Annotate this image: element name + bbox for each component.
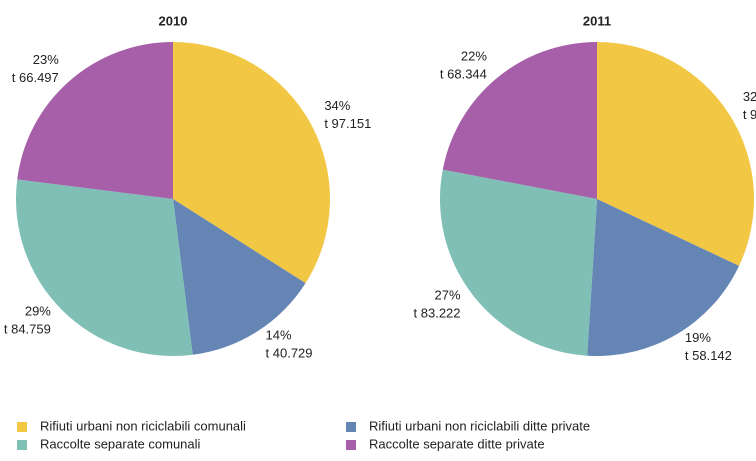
slice-percent-label: 27% <box>435 287 461 302</box>
slice-percent-label: 34% <box>324 98 350 113</box>
slice-percent-label: 14% <box>266 327 292 342</box>
slice-tonnage-label: t 97.151 <box>324 116 371 131</box>
slice-tonnage-label: t 97.102 <box>743 107 756 122</box>
pie-slice <box>173 199 306 355</box>
pie-slice <box>442 42 597 199</box>
pie-slice <box>597 42 754 266</box>
pie-slice <box>587 199 740 356</box>
slice-percent-label: 19% <box>685 330 711 345</box>
chart-title: 2010 <box>159 13 188 28</box>
slice-percent-label: 22% <box>461 48 487 63</box>
pie-slice <box>439 169 597 356</box>
slice-percent-label: 23% <box>33 52 59 67</box>
legend-swatch <box>346 422 356 432</box>
slice-percent-label: 32% <box>743 89 756 104</box>
legend-label: Raccolte separate ditte private <box>369 436 545 451</box>
pie-slice <box>17 42 173 199</box>
slice-tonnage-label: t 58.142 <box>685 348 732 363</box>
pie-slice <box>173 42 330 284</box>
legend-swatch <box>17 422 27 432</box>
slice-tonnage-label: t 68.344 <box>440 66 487 81</box>
legend-label: Raccolte separate comunali <box>40 436 201 451</box>
slice-tonnage-label: t 66.497 <box>12 70 59 85</box>
legend-swatch <box>346 440 356 450</box>
slice-tonnage-label: t 83.222 <box>414 305 461 320</box>
slice-percent-label: 29% <box>25 304 51 319</box>
pie-slice <box>15 179 193 357</box>
legend-label: Rifiuti urbani non riciclabili comunali <box>40 418 246 433</box>
slice-tonnage-label: t 40.729 <box>266 345 313 360</box>
chart-title: 2011 <box>583 13 611 28</box>
slice-tonnage-label: t 84.759 <box>4 322 51 337</box>
legend-swatch <box>17 440 27 450</box>
legend-label: Rifiuti urbani non riciclabili ditte pri… <box>369 418 590 433</box>
